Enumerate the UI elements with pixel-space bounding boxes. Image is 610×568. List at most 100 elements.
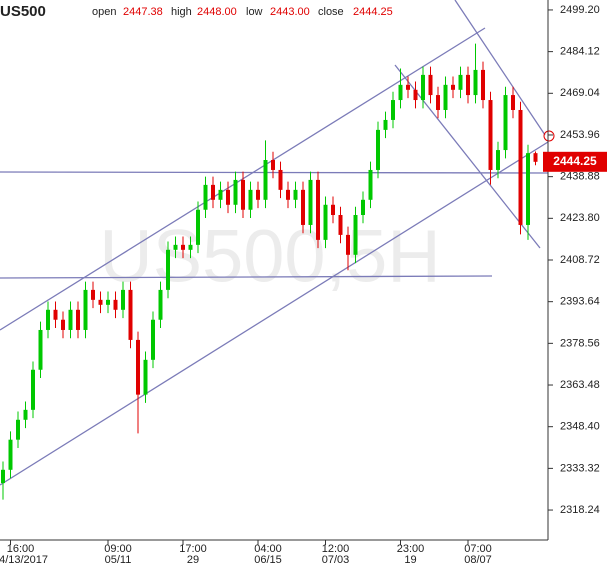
header-label: low [246, 6, 263, 18]
y-tick-label: 2438.88 [560, 171, 600, 183]
candle-body [46, 309, 50, 330]
candle-body [458, 74, 463, 90]
candle-body [143, 359, 148, 395]
candle-body [443, 84, 448, 110]
candle-body [16, 419, 20, 440]
candle-body [248, 189, 253, 210]
candle-body [181, 244, 185, 250]
candle-body [293, 189, 298, 200]
header-label: open [92, 6, 116, 18]
candle-body [308, 179, 313, 225]
y-tick-label: 2453.96 [560, 129, 600, 141]
candle-body [323, 204, 328, 240]
x-tick-label: 07:00 [464, 543, 492, 555]
candle-body [68, 309, 73, 330]
trend-line [394, 64, 541, 249]
header-value: 2443.00 [270, 6, 310, 18]
candle-body [466, 74, 470, 96]
candle-body [451, 84, 455, 90]
candle-body [113, 299, 118, 310]
candle-body [241, 179, 245, 210]
candle-body [481, 69, 485, 101]
trend-lines [0, 0, 549, 486]
candle-body [511, 95, 515, 110]
candle-body [278, 169, 283, 190]
x-tick-label: 16:00 [7, 543, 35, 555]
candle-body [226, 189, 230, 205]
y-tick-label: 2469.04 [560, 87, 600, 99]
candle-body [76, 309, 80, 330]
candles [1, 43, 538, 500]
candle-body [286, 189, 290, 200]
y-tick-label: 2484.12 [560, 46, 600, 58]
candle-body [421, 74, 425, 101]
candle-body [128, 289, 133, 340]
candle-body [166, 249, 170, 290]
y-tick-label: 2499.20 [560, 4, 600, 16]
candle-body [398, 84, 403, 101]
price-tag-label: 2444.25 [553, 154, 597, 168]
candle-body [406, 84, 410, 90]
candle-body [533, 153, 538, 162]
candle-body [331, 204, 335, 216]
x-tick-date: 19 [404, 554, 416, 566]
candle-body [361, 199, 365, 216]
candle-body [106, 299, 110, 305]
candle-body [8, 439, 13, 470]
candle-body [38, 329, 43, 370]
trend-line [0, 141, 549, 486]
x-tick-date: 07/03 [322, 554, 350, 566]
candle-body [121, 289, 125, 310]
candle-body [53, 309, 58, 320]
y-tick-label: 2408.72 [560, 254, 600, 266]
x-tick-label: 23:00 [397, 543, 425, 555]
candle-body [173, 244, 178, 250]
candle-body [91, 289, 95, 300]
candle-body [218, 189, 223, 200]
candle-body [383, 119, 388, 130]
watermark: US500,5H [99, 215, 440, 298]
trend-line [454, 0, 546, 136]
candle-body [503, 95, 508, 151]
candle-body [211, 184, 215, 200]
y-tick-label: 2393.64 [560, 296, 600, 308]
candle-body [61, 319, 65, 330]
candle-body [346, 234, 350, 255]
candle-body [526, 153, 530, 225]
trend-line [0, 275, 493, 279]
candle-body [518, 109, 523, 225]
candle-body [391, 100, 395, 120]
x-tick-date: 05/11 [105, 554, 132, 566]
candle-body [428, 74, 433, 96]
candle-body [256, 189, 260, 200]
header-value: 2448.00 [197, 6, 237, 18]
y-tick-label: 2363.48 [560, 379, 600, 391]
candle-body [188, 244, 193, 250]
candle-body [301, 189, 305, 225]
candle-body [368, 169, 373, 200]
y-tick-label: 2318.24 [560, 504, 600, 516]
y-tick-label: 2423.80 [560, 212, 600, 224]
candle-body [436, 95, 440, 110]
x-tick-label: 04:00 [254, 543, 282, 555]
chart-title: US500 [0, 3, 46, 20]
x-tick-label: 17:00 [179, 543, 207, 555]
x-tick-date: 06/15 [254, 554, 282, 566]
x-tick-label: 12:00 [322, 543, 350, 555]
y-tick-label: 2348.40 [560, 421, 600, 433]
candle-body [31, 369, 35, 410]
candle-body [413, 89, 418, 101]
candle-body [83, 289, 88, 330]
candle-body [338, 215, 343, 235]
candle-body [203, 184, 208, 210]
x-tick-date: 29 [187, 554, 199, 566]
x-tick-label: 09:00 [104, 543, 132, 555]
marker-circle [543, 130, 555, 142]
candle-body [98, 299, 103, 305]
candle-body [353, 215, 358, 255]
candle-body [136, 339, 140, 395]
candle-body [473, 69, 478, 96]
candle-body [496, 150, 500, 170]
trend-line [0, 171, 549, 174]
